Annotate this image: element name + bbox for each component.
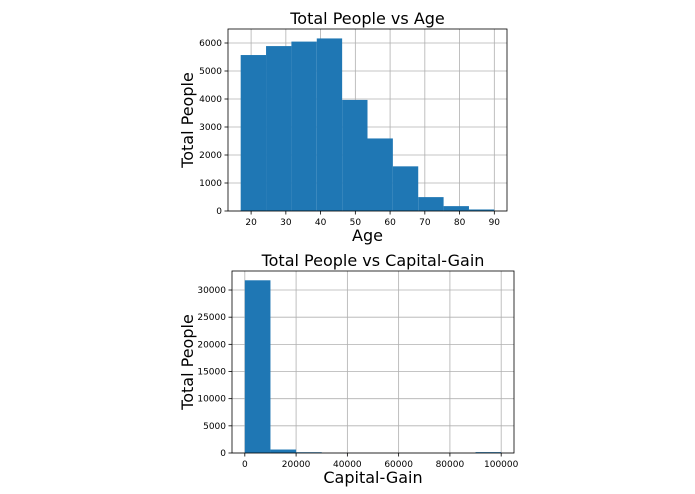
capital-gain-y-tick-label-0: 0: [220, 449, 226, 459]
capital-gain-y-tick-label-3: 15000: [197, 368, 226, 378]
age-bar-0: [240, 55, 267, 211]
age-y-tick-label-5: 5000: [199, 67, 222, 77]
age-bar-7: [418, 197, 444, 211]
age-bar-9: [468, 209, 495, 211]
age-bars: [240, 38, 495, 211]
capital-gain-x-axis-label: Capital-Gain: [323, 468, 422, 487]
age-y-tick-label-4: 4000: [199, 95, 222, 105]
age-x-tick-label-6: 80: [454, 218, 466, 228]
capital-gain-bar-1: [270, 449, 297, 453]
age-chart-title: Total People vs Age: [289, 9, 445, 28]
capital-gain-bar-0: [244, 280, 271, 453]
age-bar-2: [291, 41, 317, 211]
age-histogram: 20 30 40 50 60 70 80 90 0 1000 2000 3000 4000 5000 600…: [178, 9, 508, 245]
capital-gain-y-tick-label-5: 25000: [197, 313, 226, 323]
age-bar-8: [443, 206, 469, 211]
capital-gain-gridlines: [232, 271, 514, 454]
age-bar-4: [342, 99, 368, 211]
age-y-tick-label-1: 1000: [199, 179, 222, 189]
age-x-tick-label-3: 50: [350, 218, 362, 228]
age-x-tick-label-5: 70: [419, 218, 431, 228]
capital-gain-x-tick-label-4: 80000: [436, 460, 465, 470]
capital-gain-x-tick-label-0: 0: [242, 460, 248, 470]
capital-gain-plot-frame: [231, 270, 515, 454]
capital-gain-y-tick-label-2: 10000: [197, 395, 226, 405]
age-y-tick-label-6: 6000: [199, 39, 222, 49]
age-bar-3: [316, 38, 343, 211]
age-y-tick-label-0: 0: [216, 207, 222, 217]
capital-gain-histogram: 0 20000 40000 60000 80000 100000 0 5000 10000 150…: [178, 251, 519, 487]
age-ticks: 20 30 40 50 60 70 80 90 0 1000 2000 3000 4000 5000 600…: [199, 39, 500, 228]
age-bar-5: [367, 138, 393, 211]
age-y-axis-label: Total People: [178, 72, 197, 169]
age-x-tick-label-7: 90: [489, 218, 501, 228]
capital-gain-y-tick-label-1: 5000: [203, 422, 226, 432]
capital-gain-ticks: 0 20000 40000 60000 80000 100000 0 5000 10000 150…: [197, 286, 518, 470]
age-x-tick-label-0: 20: [245, 218, 257, 228]
capital-gain-x-tick-label-3: 60000: [384, 460, 413, 470]
capital-gain-bar-9: [475, 452, 502, 453]
age-x-tick-label-2: 40: [315, 218, 327, 228]
capital-gain-x-tick-label-1: 20000: [282, 460, 311, 470]
age-bar-1: [266, 46, 292, 211]
age-x-tick-label-1: 30: [280, 218, 292, 228]
age-plot-frame: [227, 28, 508, 212]
capital-gain-y-axis-label: Total People: [178, 314, 197, 411]
capital-gain-x-tick-label-2: 40000: [333, 460, 362, 470]
age-x-tick-label-4: 60: [384, 218, 396, 228]
capital-gain-y-tick-label-6: 30000: [197, 286, 226, 296]
capital-gain-bars: [244, 280, 502, 453]
capital-gain-x-tick-label-5: 100000: [484, 460, 519, 470]
age-y-tick-label-3: 3000: [199, 123, 222, 133]
age-bar-6: [392, 166, 419, 211]
age-x-axis-label: Age: [352, 226, 383, 245]
capital-gain-y-tick-label-4: 20000: [197, 340, 226, 350]
age-y-tick-label-2: 2000: [199, 151, 222, 161]
capital-gain-chart-title: Total People vs Capital-Gain: [261, 251, 485, 270]
